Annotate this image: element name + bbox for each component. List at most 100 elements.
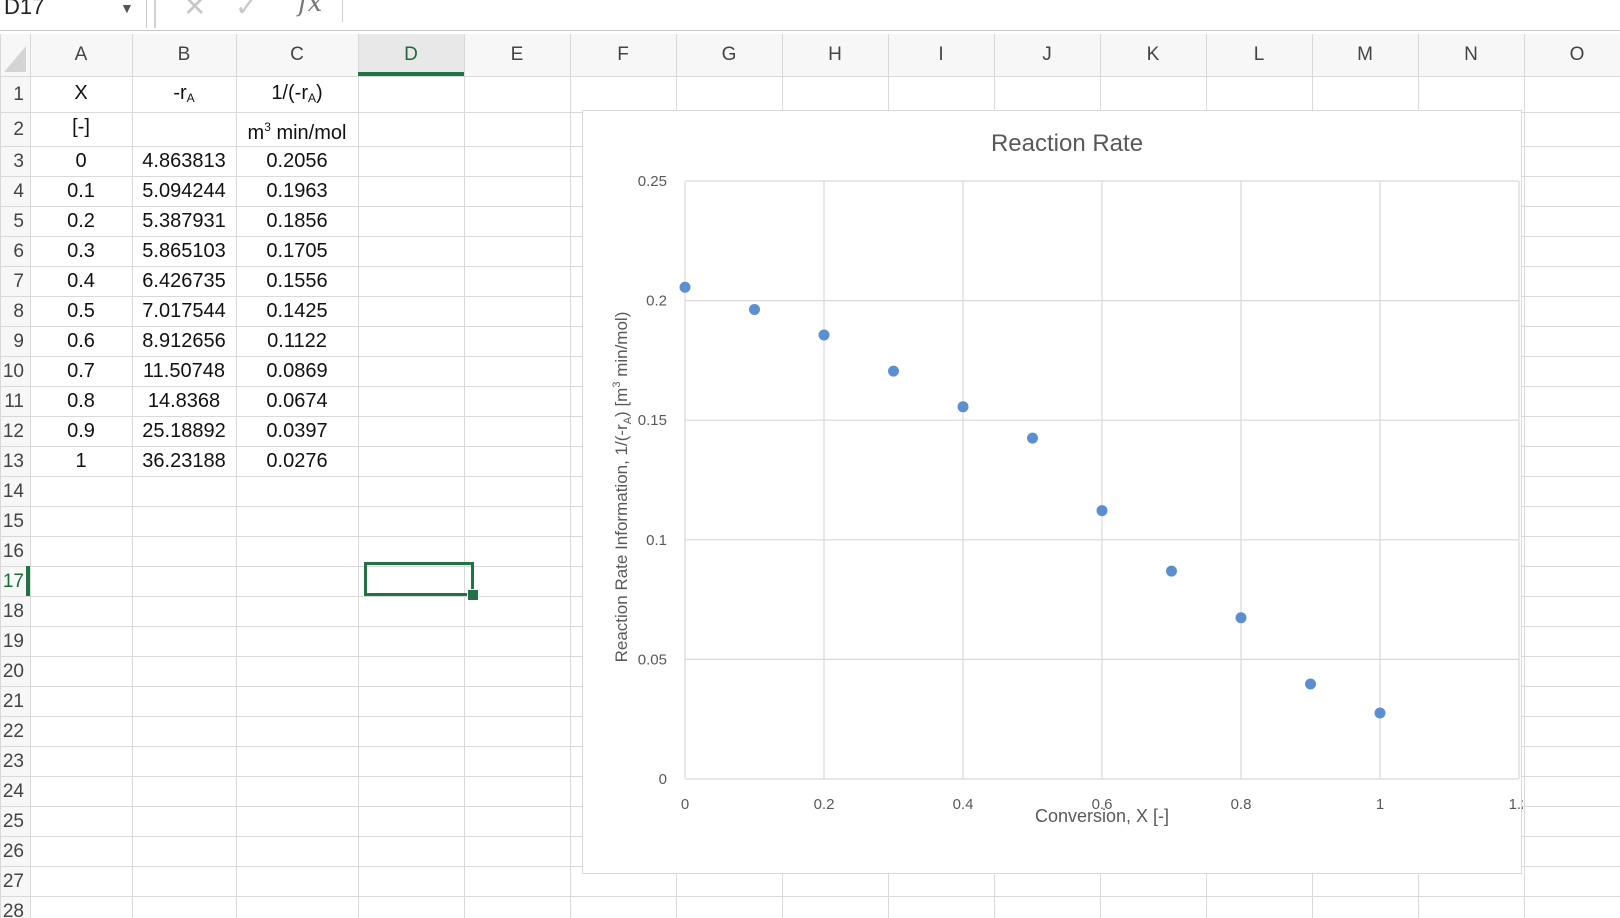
fill-handle[interactable] bbox=[467, 589, 479, 601]
row-header-3[interactable]: 3 bbox=[13, 151, 24, 172]
check-icon[interactable]: ✓ bbox=[235, 0, 259, 22]
cell-c3[interactable]: 0.2056 bbox=[266, 150, 328, 172]
cell-a11[interactable]: 0.8 bbox=[67, 390, 95, 412]
cell-a2[interactable]: [-] bbox=[30, 112, 132, 141]
column-header-k[interactable]: K bbox=[1146, 44, 1160, 65]
column-header-h[interactable]: H bbox=[828, 44, 842, 65]
cell-a1[interactable]: X bbox=[30, 78, 132, 107]
cell-b12[interactable]: 25.18892 bbox=[142, 420, 226, 442]
cell-c6[interactable]: 0.1705 bbox=[266, 240, 328, 262]
row-header-24[interactable]: 24 bbox=[2, 781, 24, 802]
cell-b5[interactable]: 5.387931 bbox=[142, 210, 226, 232]
row-header-10[interactable]: 10 bbox=[2, 361, 24, 382]
cell-b10[interactable]: 11.50748 bbox=[143, 360, 225, 382]
scatter-chart[interactable]: Reaction Rate 0 0.2 0.4 0.6 0.8 1 1.2 0 0.05 0.1… bbox=[582, 110, 1523, 874]
column-header-f[interactable]: F bbox=[617, 44, 629, 65]
data-point[interactable] bbox=[1235, 612, 1247, 624]
row-header-20[interactable]: 20 bbox=[2, 661, 24, 682]
row-header-17[interactable]: 17 bbox=[2, 571, 24, 592]
data-point[interactable] bbox=[749, 303, 760, 315]
row-header-11[interactable]: 11 bbox=[4, 391, 24, 412]
row-header-23[interactable]: 23 bbox=[2, 751, 24, 772]
cell-b8[interactable]: 7.017544 bbox=[142, 300, 226, 322]
data-point[interactable] bbox=[957, 401, 969, 413]
cell-c4[interactable]: 0.1963 bbox=[266, 180, 328, 202]
row-header-12[interactable]: 12 bbox=[2, 421, 24, 442]
cell-c12[interactable]: 0.0397 bbox=[266, 420, 328, 442]
cell-a8[interactable]: 0.5 bbox=[67, 300, 95, 322]
cell-a6[interactable]: 0.3 bbox=[67, 240, 95, 262]
data-point[interactable] bbox=[818, 329, 830, 341]
row-header-4[interactable]: 4 bbox=[13, 181, 24, 202]
column-header-c[interactable]: C bbox=[290, 44, 304, 65]
cell-c1[interactable]: 1/(-rA) bbox=[236, 78, 358, 107]
row-header-7[interactable]: 7 bbox=[13, 271, 24, 292]
cell-c5[interactable]: 0.1856 bbox=[266, 210, 328, 232]
column-header-e[interactable]: E bbox=[510, 44, 524, 65]
data-point[interactable] bbox=[1166, 565, 1177, 577]
data-point[interactable] bbox=[1027, 432, 1038, 444]
cell-a10[interactable]: 0.7 bbox=[67, 360, 95, 382]
row-header-16[interactable]: 16 bbox=[2, 541, 24, 562]
column-header-m[interactable]: M bbox=[1357, 44, 1373, 65]
fx-icon[interactable]: fx bbox=[298, 0, 323, 18]
chevron-down-icon[interactable]: ▼ bbox=[120, 0, 134, 16]
row-header-27[interactable]: 27 bbox=[2, 871, 24, 892]
row-header-25[interactable]: 25 bbox=[2, 811, 24, 832]
row-header-26[interactable]: 26 bbox=[2, 841, 24, 862]
row-header-21[interactable]: 21 bbox=[2, 691, 24, 712]
cell-a7[interactable]: 0.4 bbox=[67, 270, 95, 292]
cell-c13[interactable]: 0.0276 bbox=[266, 450, 328, 472]
row-header-13[interactable]: 13 bbox=[2, 451, 24, 472]
cell-b1[interactable]: -rA bbox=[132, 78, 236, 107]
cell-b11[interactable]: 14.8368 bbox=[147, 390, 221, 412]
cell-c2[interactable]: m3 min/mol bbox=[236, 112, 358, 144]
column-header-i[interactable]: I bbox=[938, 44, 944, 65]
column-header-l[interactable]: L bbox=[1253, 44, 1265, 65]
row-header-19[interactable]: 19 bbox=[2, 631, 24, 652]
row-header-15[interactable]: 15 bbox=[2, 511, 24, 532]
cell-a13[interactable]: 1 bbox=[75, 450, 87, 472]
cell-c7[interactable]: 0.1556 bbox=[266, 270, 328, 292]
cell-b13[interactable]: 36.23188 bbox=[142, 450, 226, 472]
selected-cell-d17[interactable] bbox=[364, 562, 474, 596]
cell-a3[interactable]: 0 bbox=[75, 150, 87, 172]
cell-b7[interactable]: 6.426735 bbox=[142, 270, 226, 292]
data-point[interactable] bbox=[888, 365, 899, 377]
formula-input[interactable] bbox=[350, 0, 1610, 28]
cell-c9[interactable]: 0.1122 bbox=[267, 330, 327, 352]
cell-c8[interactable]: 0.1425 bbox=[266, 300, 328, 322]
row-header-22[interactable]: 22 bbox=[2, 721, 24, 742]
cell-a9[interactable]: 0.6 bbox=[67, 330, 95, 352]
cell-b3[interactable]: 4.863813 bbox=[142, 150, 226, 172]
row-header-8[interactable]: 8 bbox=[13, 301, 24, 322]
cell-a5[interactable]: 0.2 bbox=[67, 210, 95, 232]
cell-a12[interactable]: 0.9 bbox=[67, 420, 95, 442]
data-point[interactable] bbox=[679, 281, 691, 293]
cross-icon[interactable]: ✕ bbox=[183, 0, 207, 22]
row-header-2[interactable]: 2 bbox=[13, 119, 24, 140]
cell-b9[interactable]: 8.912656 bbox=[142, 330, 226, 352]
cell-c10[interactable]: 0.0869 bbox=[266, 360, 328, 382]
name-box[interactable]: D17 ▼ bbox=[0, 0, 147, 28]
data-point[interactable] bbox=[1096, 505, 1108, 517]
column-header-a[interactable]: A bbox=[74, 44, 88, 65]
column-header-j[interactable]: J bbox=[1042, 44, 1052, 65]
row-header-28[interactable]: 28 bbox=[2, 901, 24, 918]
row-header-5[interactable]: 5 bbox=[13, 211, 24, 232]
column-header-o[interactable]: O bbox=[1569, 44, 1585, 65]
column-header-d[interactable]: D bbox=[404, 44, 418, 65]
column-header-b[interactable]: B bbox=[177, 44, 191, 65]
cell-b4[interactable]: 5.094244 bbox=[142, 180, 226, 202]
select-all-icon[interactable] bbox=[4, 46, 26, 72]
column-header-g[interactable]: G bbox=[721, 44, 737, 65]
data-point[interactable] bbox=[1305, 678, 1316, 690]
row-header-1[interactable]: 1 bbox=[13, 84, 24, 105]
data-point[interactable] bbox=[1374, 707, 1386, 719]
cell-c11[interactable]: 0.0674 bbox=[266, 390, 328, 412]
row-header-6[interactable]: 6 bbox=[13, 241, 24, 262]
cell-a4[interactable]: 0.1 bbox=[67, 180, 95, 202]
row-header-9[interactable]: 9 bbox=[13, 331, 24, 352]
row-header-14[interactable]: 14 bbox=[2, 481, 24, 502]
row-header-18[interactable]: 18 bbox=[2, 601, 24, 622]
